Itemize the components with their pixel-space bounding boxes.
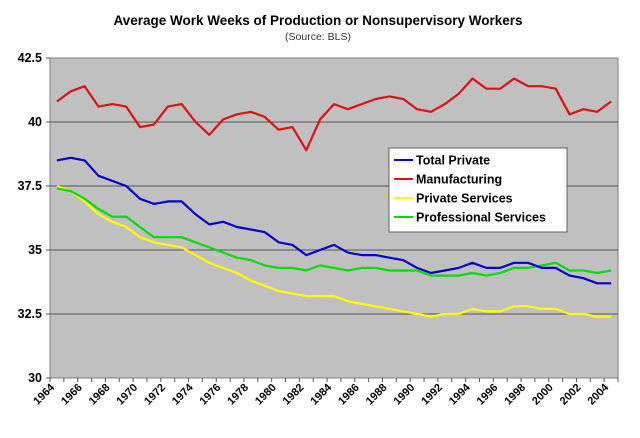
series-line-total-private (56, 156, 612, 285)
y-tick-label: 42.5 (18, 51, 42, 65)
x-tick-label: 2004 (585, 381, 611, 407)
series-line-manufacturing (56, 77, 612, 152)
x-tick-label: 2000 (530, 382, 556, 408)
legend-label: Total Private (416, 154, 490, 168)
y-tick-label: 32.5 (18, 307, 42, 321)
x-tick-label: 1972 (142, 382, 168, 408)
series-line-private-services (56, 184, 612, 318)
x-tick-label: 1994 (447, 381, 473, 407)
y-tick-label: 40 (28, 115, 42, 129)
x-tick-label: 1984 (308, 381, 334, 407)
x-tick-label: 1986 (336, 382, 362, 408)
legend-box (388, 147, 568, 233)
y-tick-label: 30 (28, 371, 42, 385)
series-line-professional-services (56, 187, 612, 277)
x-tick-label: 1996 (475, 382, 501, 408)
legend: Total Private Manufacturing Private Servic… (388, 147, 568, 233)
legend-label: Private Services (416, 192, 513, 206)
legend-label: Professional Services (416, 211, 546, 225)
x-tick-label: 1998 (502, 382, 528, 408)
x-tick-label: 1970 (114, 382, 140, 408)
x-tick-label: 2002 (558, 382, 584, 408)
x-tick-label: 1988 (364, 382, 390, 408)
y-tick-label: 35 (28, 243, 42, 257)
x-tick-label: 1992 (419, 382, 445, 408)
x-tick-label: 1968 (87, 382, 113, 408)
y-tick-label: 37.5 (18, 179, 42, 193)
x-tick-label: 1966 (59, 382, 85, 408)
legend-label: Manufacturing (416, 173, 502, 187)
x-tick-label: 1974 (170, 381, 196, 407)
x-tick-label: 1978 (225, 382, 251, 408)
x-tick-label: 1982 (281, 382, 307, 408)
x-tick-label: 1976 (198, 382, 224, 408)
x-tick-label: 1990 (392, 382, 418, 408)
chart-subtitle: (Source: BLS) (285, 31, 351, 43)
x-tick-label: 1980 (253, 382, 279, 408)
chart-title: Average Work Weeks of Production or Nons… (113, 13, 522, 28)
